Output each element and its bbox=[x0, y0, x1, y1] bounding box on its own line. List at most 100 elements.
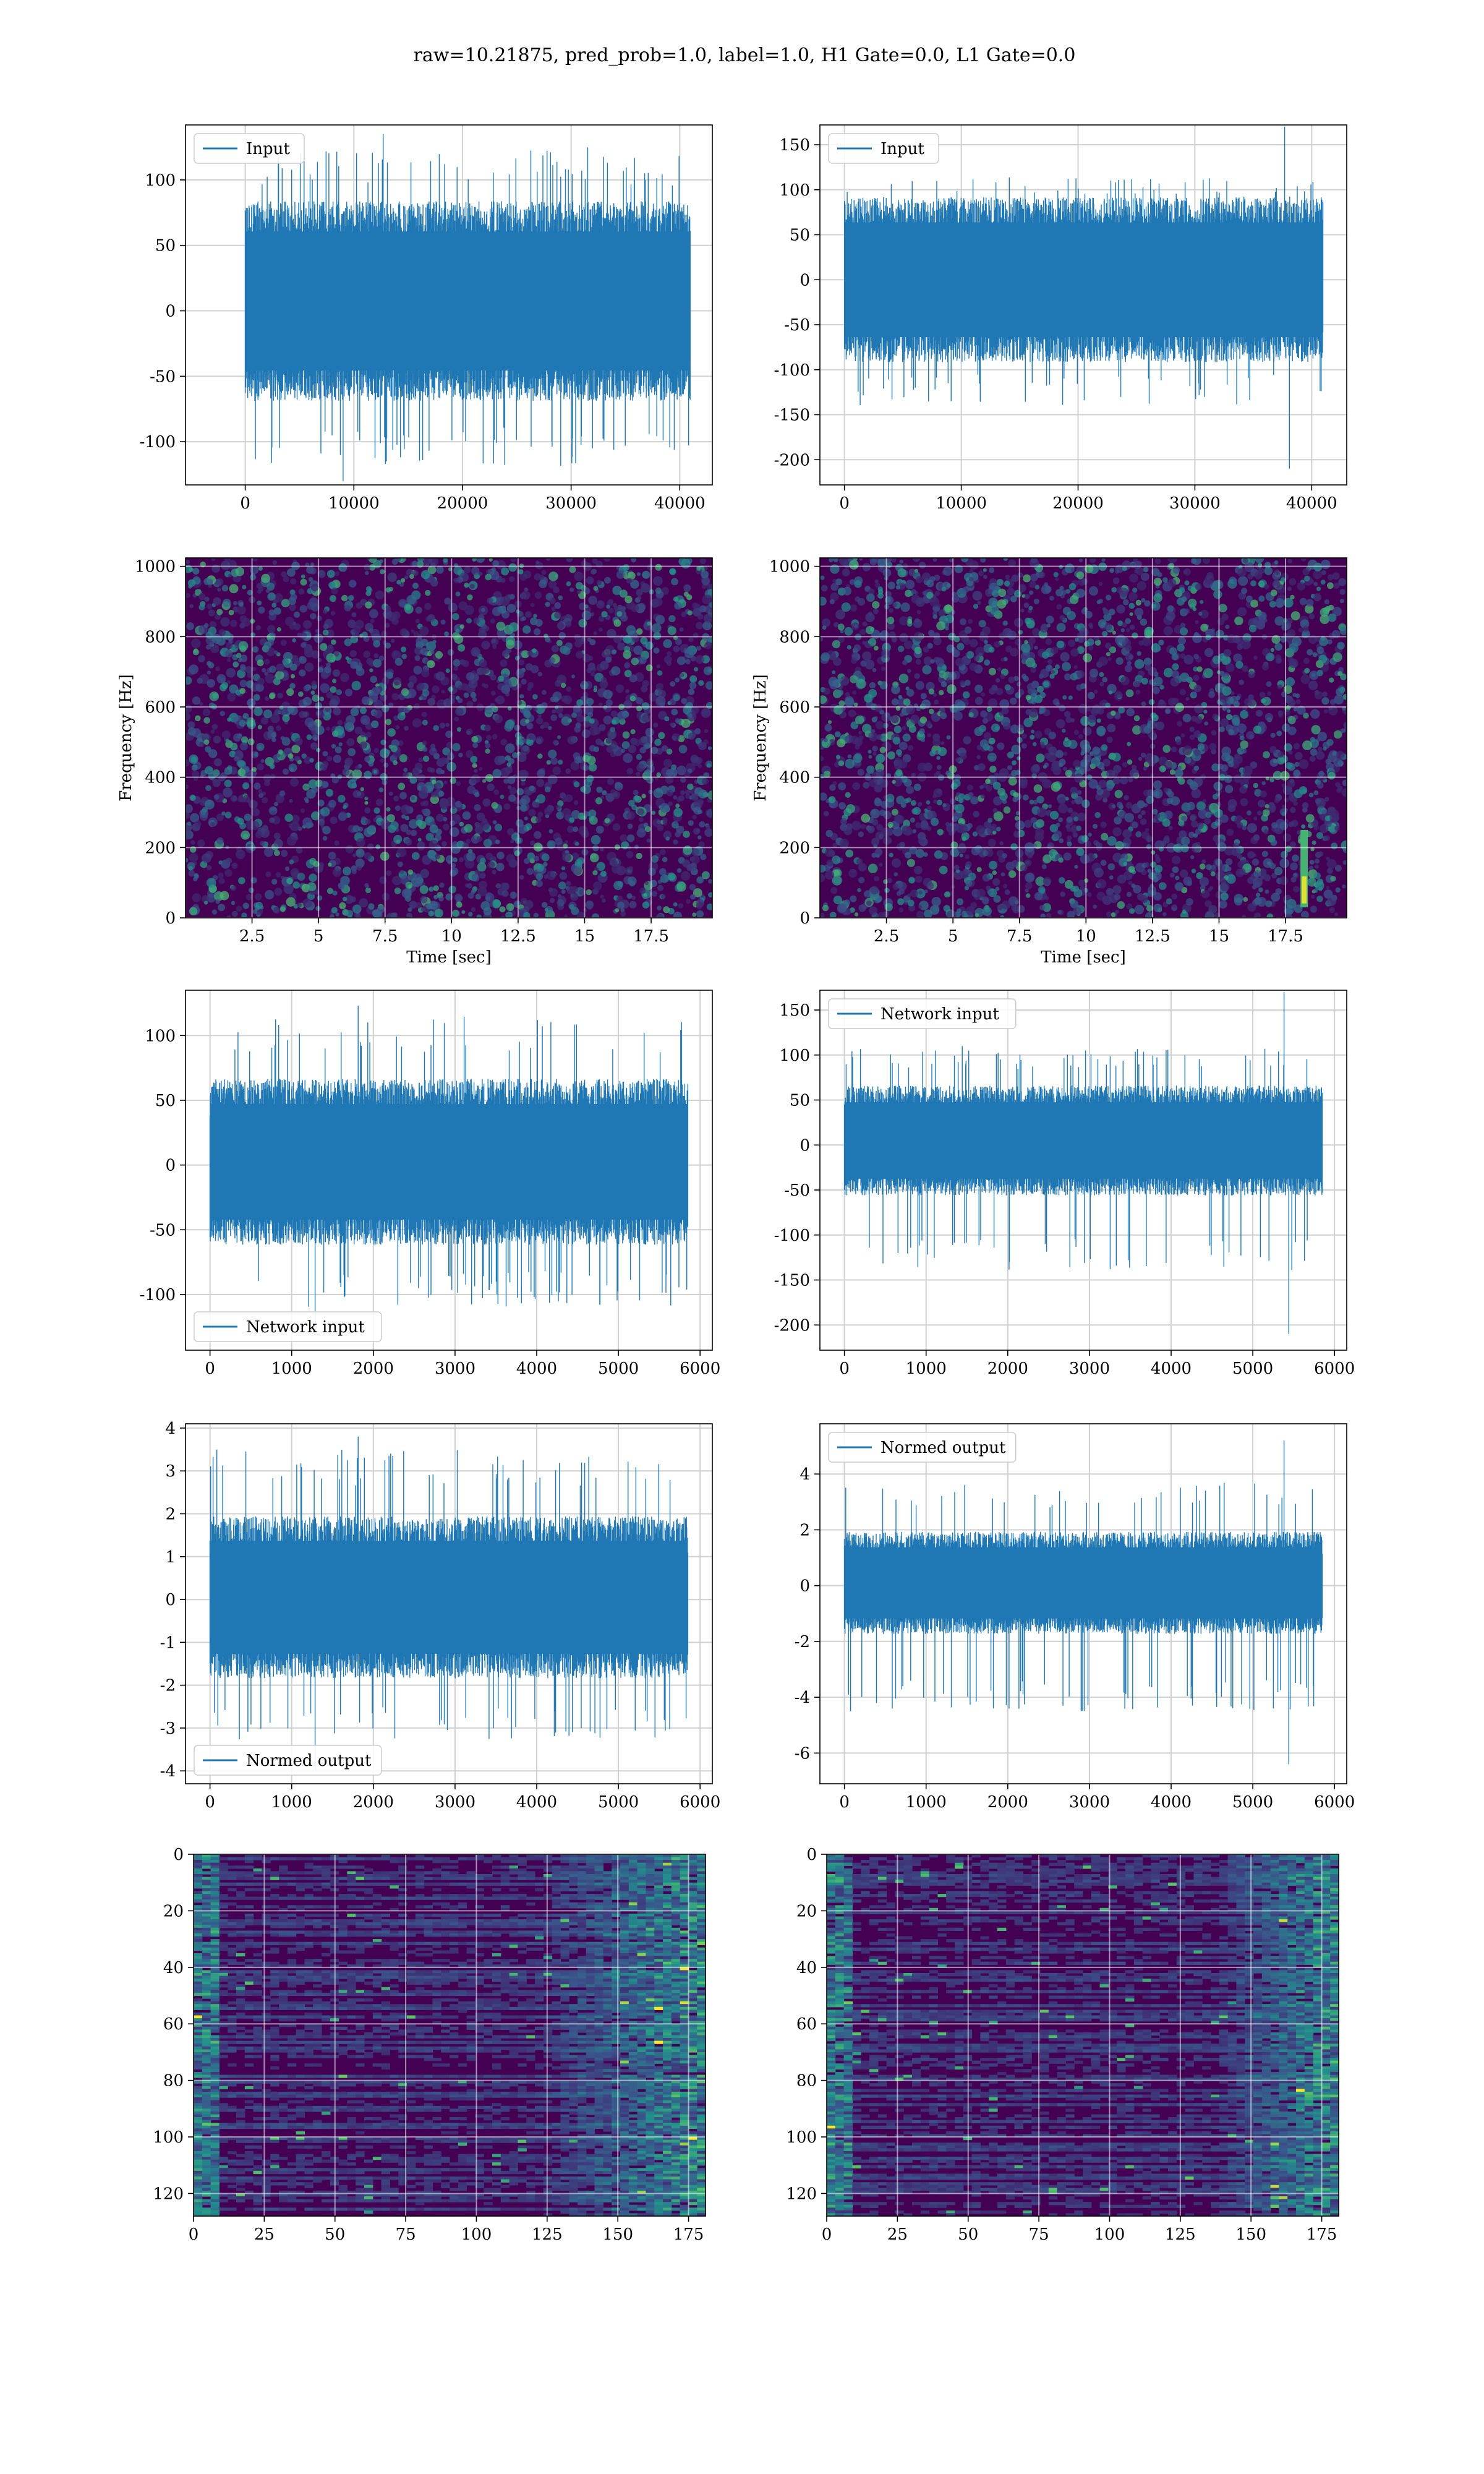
spectro-blob bbox=[1106, 784, 1114, 791]
spectro-blob bbox=[1323, 747, 1327, 751]
spectro-blob bbox=[865, 772, 871, 777]
spectro-blob bbox=[1311, 725, 1321, 735]
spectro-blob bbox=[407, 688, 417, 698]
spectro-blob bbox=[1340, 728, 1345, 734]
spectro-blob bbox=[1171, 653, 1179, 661]
spectro-blob bbox=[961, 558, 968, 563]
spectro-blob bbox=[273, 906, 280, 914]
spectro-blob bbox=[1033, 800, 1038, 805]
spectro-blob bbox=[916, 706, 921, 712]
spectro-blob bbox=[986, 785, 992, 792]
spectro-blob bbox=[1330, 876, 1336, 882]
spectro-blob bbox=[1212, 794, 1218, 800]
spectro-blob bbox=[633, 789, 639, 796]
spectro-blob bbox=[456, 894, 463, 902]
spectro-blob bbox=[1007, 588, 1015, 596]
spectro-blob bbox=[414, 646, 423, 655]
spectro-blob bbox=[1150, 712, 1157, 719]
spectro-blob bbox=[220, 711, 226, 716]
spectro-blob bbox=[435, 854, 441, 860]
spectro-blob bbox=[320, 763, 328, 771]
spectro-blob bbox=[1271, 873, 1277, 879]
spectro-blob bbox=[393, 834, 403, 844]
spectro-blob bbox=[1247, 851, 1255, 859]
spectro-blob bbox=[1040, 913, 1046, 918]
spectro-blob bbox=[988, 737, 996, 745]
spectro-blob bbox=[1197, 743, 1205, 750]
spectro-blob bbox=[1098, 779, 1107, 789]
spectro-blob bbox=[411, 796, 415, 800]
spectro-blob bbox=[275, 708, 281, 714]
spectro-blob bbox=[328, 800, 336, 808]
spectro-blob bbox=[427, 565, 437, 575]
spectro-blob bbox=[244, 813, 252, 821]
spectro-blob bbox=[422, 689, 430, 697]
spectro-blob bbox=[1236, 637, 1244, 646]
spectro-blob bbox=[1287, 716, 1296, 724]
x-axis-label: Time [sec] bbox=[406, 948, 492, 967]
spectro-blob bbox=[514, 850, 521, 857]
spectro-blob bbox=[647, 626, 652, 631]
spectro-blob bbox=[1276, 730, 1282, 737]
spectro-blob bbox=[386, 807, 391, 812]
spectro-blob bbox=[868, 732, 874, 738]
spectro-blob bbox=[523, 710, 532, 719]
spectro-blob bbox=[1025, 695, 1031, 701]
spectro-blob bbox=[641, 685, 648, 693]
spectro-blob bbox=[1100, 860, 1107, 866]
spectro-blob bbox=[1231, 847, 1241, 857]
spectro-blob bbox=[268, 593, 275, 599]
spectro-blob bbox=[912, 829, 916, 834]
spectro-blob bbox=[544, 907, 548, 912]
spectro-blob bbox=[823, 811, 829, 817]
spectro-blob bbox=[926, 591, 934, 599]
spectro-blob bbox=[312, 694, 320, 702]
spectro-blob bbox=[1185, 898, 1193, 905]
spectro-blob bbox=[565, 621, 572, 628]
spectro-blob bbox=[593, 688, 598, 693]
spectro-blob bbox=[1172, 697, 1179, 704]
spectro-blob bbox=[1255, 892, 1261, 897]
spectro-blob bbox=[239, 664, 246, 670]
spectro-blob bbox=[267, 583, 275, 591]
spectro-blob bbox=[1238, 576, 1248, 586]
spectro-blob bbox=[875, 721, 884, 730]
spectro-blob bbox=[1099, 682, 1104, 687]
spectro-blob bbox=[310, 562, 315, 567]
spectro-blob bbox=[1248, 618, 1258, 628]
spectro-blob bbox=[1112, 577, 1120, 584]
spectro-blob bbox=[306, 789, 316, 799]
spectro-blob bbox=[237, 818, 244, 825]
spectro-blob bbox=[202, 853, 211, 863]
spectro-blob bbox=[1311, 840, 1316, 845]
spectro-blob bbox=[479, 872, 486, 879]
spectro-blob bbox=[1073, 730, 1079, 735]
spectro-blob bbox=[1136, 651, 1141, 656]
spectro-blob bbox=[466, 701, 474, 708]
spectro-blob bbox=[1004, 684, 1011, 691]
spectro-blob bbox=[230, 742, 238, 751]
spectro-blob bbox=[452, 613, 459, 620]
spectro-blob bbox=[1021, 594, 1026, 598]
spectro-blob bbox=[576, 651, 584, 659]
spectro-blob bbox=[1323, 889, 1333, 899]
spectro-blob bbox=[646, 664, 653, 672]
spectro-blob bbox=[322, 751, 328, 757]
spectro-blob bbox=[415, 618, 420, 623]
x-tick-label: 40000 bbox=[654, 494, 706, 513]
spectro-blob bbox=[199, 742, 205, 747]
spectro-blob bbox=[1017, 724, 1024, 732]
spectro-blob bbox=[592, 870, 598, 876]
spectro-blob bbox=[608, 599, 614, 605]
spectro-blob bbox=[482, 779, 487, 783]
spectro-blob bbox=[332, 678, 337, 683]
spectro-blob bbox=[534, 573, 542, 581]
spectro-blob bbox=[920, 693, 927, 700]
spectro-blob bbox=[432, 685, 440, 693]
chart-r2c2: 2.5 5 7.5 10 12.5 15 17.502004006008001000Time… bbox=[751, 557, 1347, 967]
spectro-blob bbox=[216, 578, 224, 586]
spectro-blob bbox=[581, 610, 592, 620]
spectro-blob bbox=[189, 907, 198, 915]
spectro-blob bbox=[1063, 852, 1072, 861]
spectro-blob bbox=[533, 614, 537, 618]
